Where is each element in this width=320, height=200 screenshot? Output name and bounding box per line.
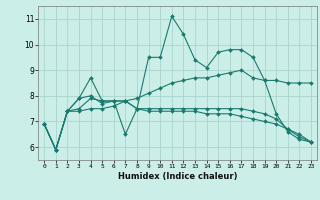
X-axis label: Humidex (Indice chaleur): Humidex (Indice chaleur)	[118, 172, 237, 181]
